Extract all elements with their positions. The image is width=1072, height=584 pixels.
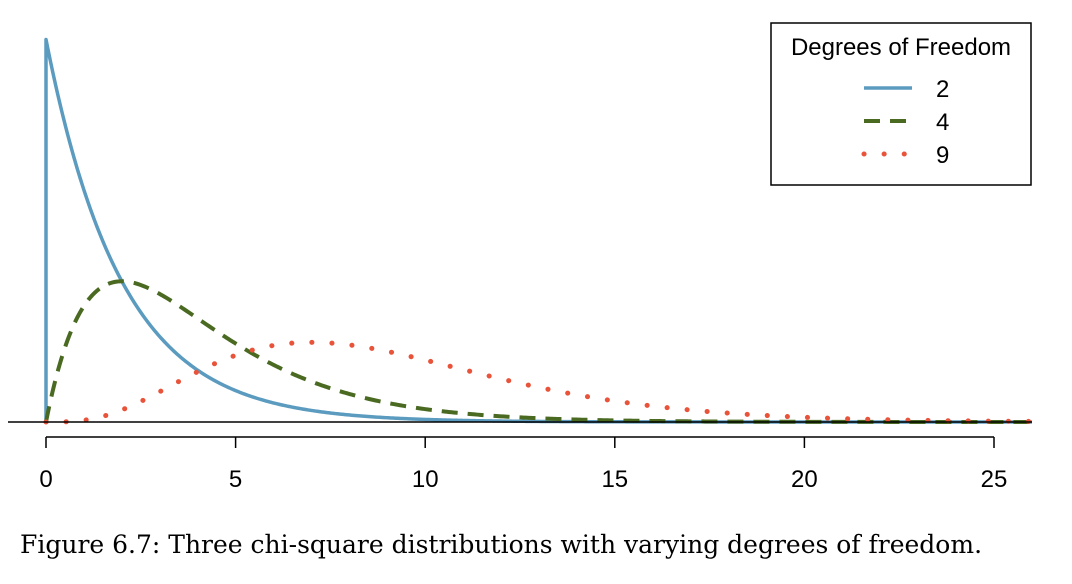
x-tick-label-20: 20 (791, 466, 818, 493)
x-tick-label-5: 5 (229, 466, 242, 493)
x-axis: 0 5 10 15 20 25 (39, 436, 1008, 493)
series-line-df-9 (43, 339, 1035, 425)
x-tick-label-25: 25 (981, 466, 1008, 493)
figure-caption: Figure 6.7: Three chi-square distributio… (20, 530, 983, 559)
x-tick-label-0: 0 (39, 466, 52, 493)
series-line-df-4 (44, 279, 1033, 424)
legend-label-9: 9 (936, 142, 949, 169)
legend: Degrees of Freedom 2 4 9 (770, 22, 1032, 186)
chi-square-chart: 0 5 10 15 20 25 Degrees of Freedom 2 4 9 (8, 22, 1035, 493)
legend-label-2: 2 (936, 76, 949, 103)
x-tick-label-15: 15 (601, 466, 628, 493)
legend-entries: 2 4 9 (861, 76, 949, 169)
x-tick-label-10: 10 (412, 466, 439, 493)
legend-label-4: 4 (936, 109, 949, 136)
legend-title: Degrees of Freedom (791, 34, 1011, 61)
legend-box (770, 22, 1032, 186)
plot-area (8, 37, 1035, 425)
